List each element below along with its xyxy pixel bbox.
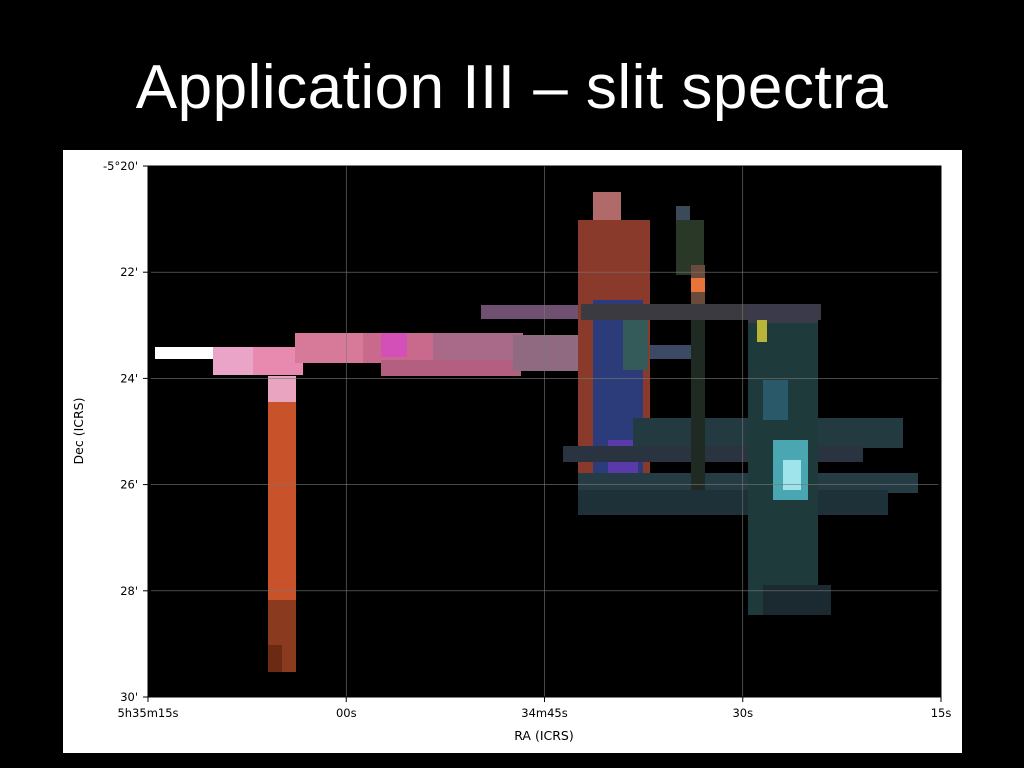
x-tick-label: 30s: [732, 706, 753, 720]
x-tick-label: 5h35m15s: [117, 706, 178, 720]
slit-column-right-top: [748, 305, 818, 323]
x-axis-label: RA (ICRS): [514, 728, 574, 743]
sky-map-svg: 5h35m15s 00s 34m45s 30s 15s -5°20' 22' 24' 26' 28…: [71, 159, 951, 743]
slit-vertical-orange-end: [268, 645, 282, 672]
slit-column-center-top: [593, 192, 621, 222]
slit-horizontal-pink-white: [155, 347, 217, 359]
y-tick-label: 28': [120, 584, 138, 598]
y-tick-label: 30': [120, 690, 138, 704]
y-axis-label: Dec (ICRS): [71, 398, 86, 465]
slit-band-lower-d: [578, 490, 888, 515]
slit-horizontal-blue-tail: [643, 345, 693, 359]
slit-horizontal-pink-e: [381, 333, 407, 357]
slit-vertical-orange: [268, 402, 296, 602]
slit-column-right-bright-b: [783, 460, 801, 490]
slide-title: Application III – slit spectra: [135, 53, 889, 122]
slit-vertical-orange-top: [268, 376, 296, 404]
slit-column-mid-dark: [691, 320, 705, 490]
slit-horizontal-pink-g: [381, 360, 521, 376]
slit-horizontal-pink-b: [253, 347, 303, 375]
x-tick-label: 34m45s: [521, 706, 567, 720]
slit-column-right-yellow: [757, 320, 767, 342]
slit-column-small-top: [676, 206, 690, 220]
y-tick-label: -5°20': [103, 159, 138, 173]
y-tick-label: 22': [120, 265, 138, 279]
x-tick-label: 15s: [931, 706, 952, 720]
slit-column-orange-bright: [691, 278, 705, 292]
y-tick-label: 24': [120, 371, 138, 385]
slit-spectra-image: [155, 192, 918, 672]
sky-map-figure: 5h35m15s 00s 34m45s 30s 15s -5°20' 22' 24' 26' 28…: [63, 150, 962, 753]
x-tick-label: 00s: [336, 706, 357, 720]
ticks: 5h35m15s 00s 34m45s 30s 15s -5°20' 22' 24' 26' 28…: [103, 159, 951, 720]
slit-horizontal-pink-f: [433, 333, 523, 361]
slit-column-right-bottom: [763, 585, 831, 615]
y-tick-label: 26': [120, 478, 138, 492]
slit-horizontal-pink-h: [513, 335, 583, 371]
slit-column-right-bright-c: [763, 380, 788, 420]
slit-horizontal-pink-i: [481, 305, 581, 319]
